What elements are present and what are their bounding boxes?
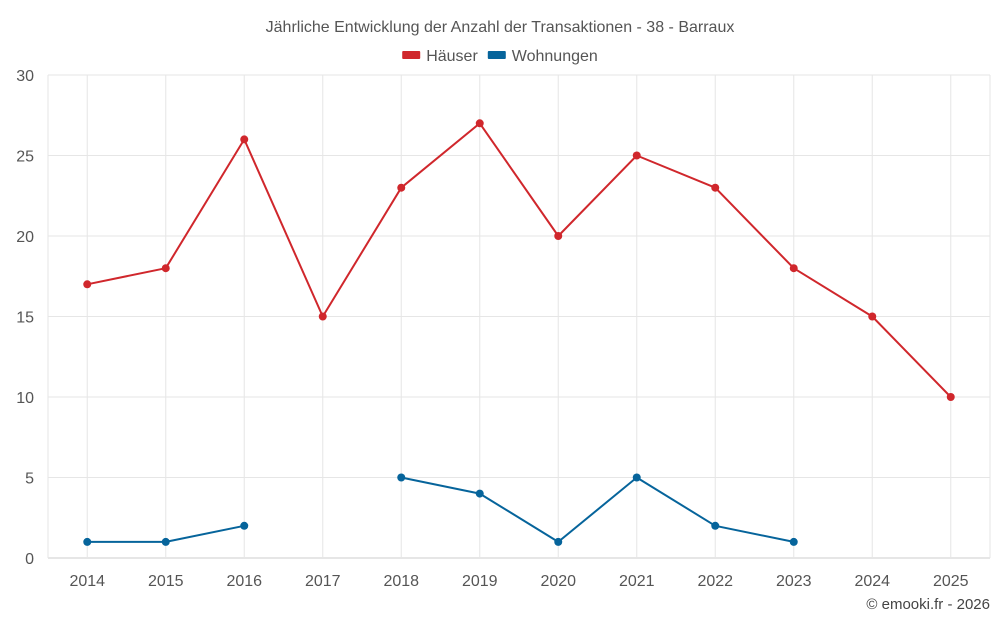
data-point[interactable] — [475, 489, 484, 498]
y-tick-label: 30 — [16, 68, 34, 85]
x-tick-label: 2016 — [226, 573, 262, 590]
y-tick-label: 10 — [16, 390, 34, 407]
chart-title: Jährliche Entwicklung der Anzahl der Tra… — [266, 19, 735, 36]
grid — [47, 74, 991, 559]
credit-text: © emooki.fr - 2026 — [866, 596, 990, 613]
x-tick-label: 2018 — [383, 573, 419, 590]
data-point[interactable] — [632, 151, 641, 160]
legend-swatch[interactable] — [402, 51, 421, 59]
x-tick-label: 2017 — [305, 573, 341, 590]
data-point[interactable] — [397, 183, 406, 192]
data-point[interactable] — [397, 473, 406, 482]
y-axis: 0 5 10 15 20 25 30 — [16, 68, 34, 568]
data-point[interactable] — [475, 119, 484, 128]
x-tick-label: 2024 — [854, 573, 890, 590]
data-point[interactable] — [83, 537, 92, 546]
data-point[interactable] — [868, 312, 877, 321]
legend-swatch[interactable] — [487, 51, 506, 59]
data-point[interactable] — [789, 537, 798, 546]
data-point[interactable] — [789, 264, 798, 273]
y-tick-label: 0 — [25, 551, 34, 568]
legend-label: Wohnungen — [512, 48, 598, 65]
x-axis: 2014 2015 2016 2017 2018 2019 2020 2021 2022 2023… — [69, 573, 968, 590]
x-tick-label: 2020 — [540, 573, 576, 590]
series-2 — [83, 473, 798, 546]
data-point[interactable] — [83, 280, 92, 289]
series-line — [401, 476, 794, 543]
legend-label: Häuser — [426, 48, 478, 65]
y-tick-label: 20 — [16, 229, 34, 246]
data-point[interactable] — [240, 521, 249, 530]
series-layer — [83, 119, 955, 546]
data-point[interactable] — [161, 264, 170, 273]
data-point[interactable] — [632, 473, 641, 482]
x-tick-label: 2025 — [933, 573, 969, 590]
x-tick-label: 2023 — [776, 573, 812, 590]
y-tick-label: 15 — [16, 310, 34, 327]
series-1 — [83, 119, 955, 401]
data-point[interactable] — [711, 183, 720, 192]
y-tick-label: 25 — [16, 149, 34, 166]
legend: Häuser Wohnungen — [402, 48, 598, 65]
data-point[interactable] — [554, 537, 563, 546]
x-tick-label: 2022 — [697, 573, 733, 590]
data-point[interactable] — [161, 537, 170, 546]
y-tick-label: 5 — [25, 471, 34, 488]
x-tick-label: 2019 — [462, 573, 498, 590]
series-line — [87, 122, 952, 398]
data-point[interactable] — [554, 232, 563, 240]
data-point[interactable] — [240, 135, 249, 144]
data-point[interactable] — [711, 521, 720, 530]
x-tick-label: 2014 — [69, 573, 105, 590]
data-point[interactable] — [946, 393, 955, 401]
x-tick-label: 2021 — [619, 573, 655, 590]
x-tick-label: 2015 — [148, 573, 184, 590]
data-point[interactable] — [318, 312, 327, 321]
